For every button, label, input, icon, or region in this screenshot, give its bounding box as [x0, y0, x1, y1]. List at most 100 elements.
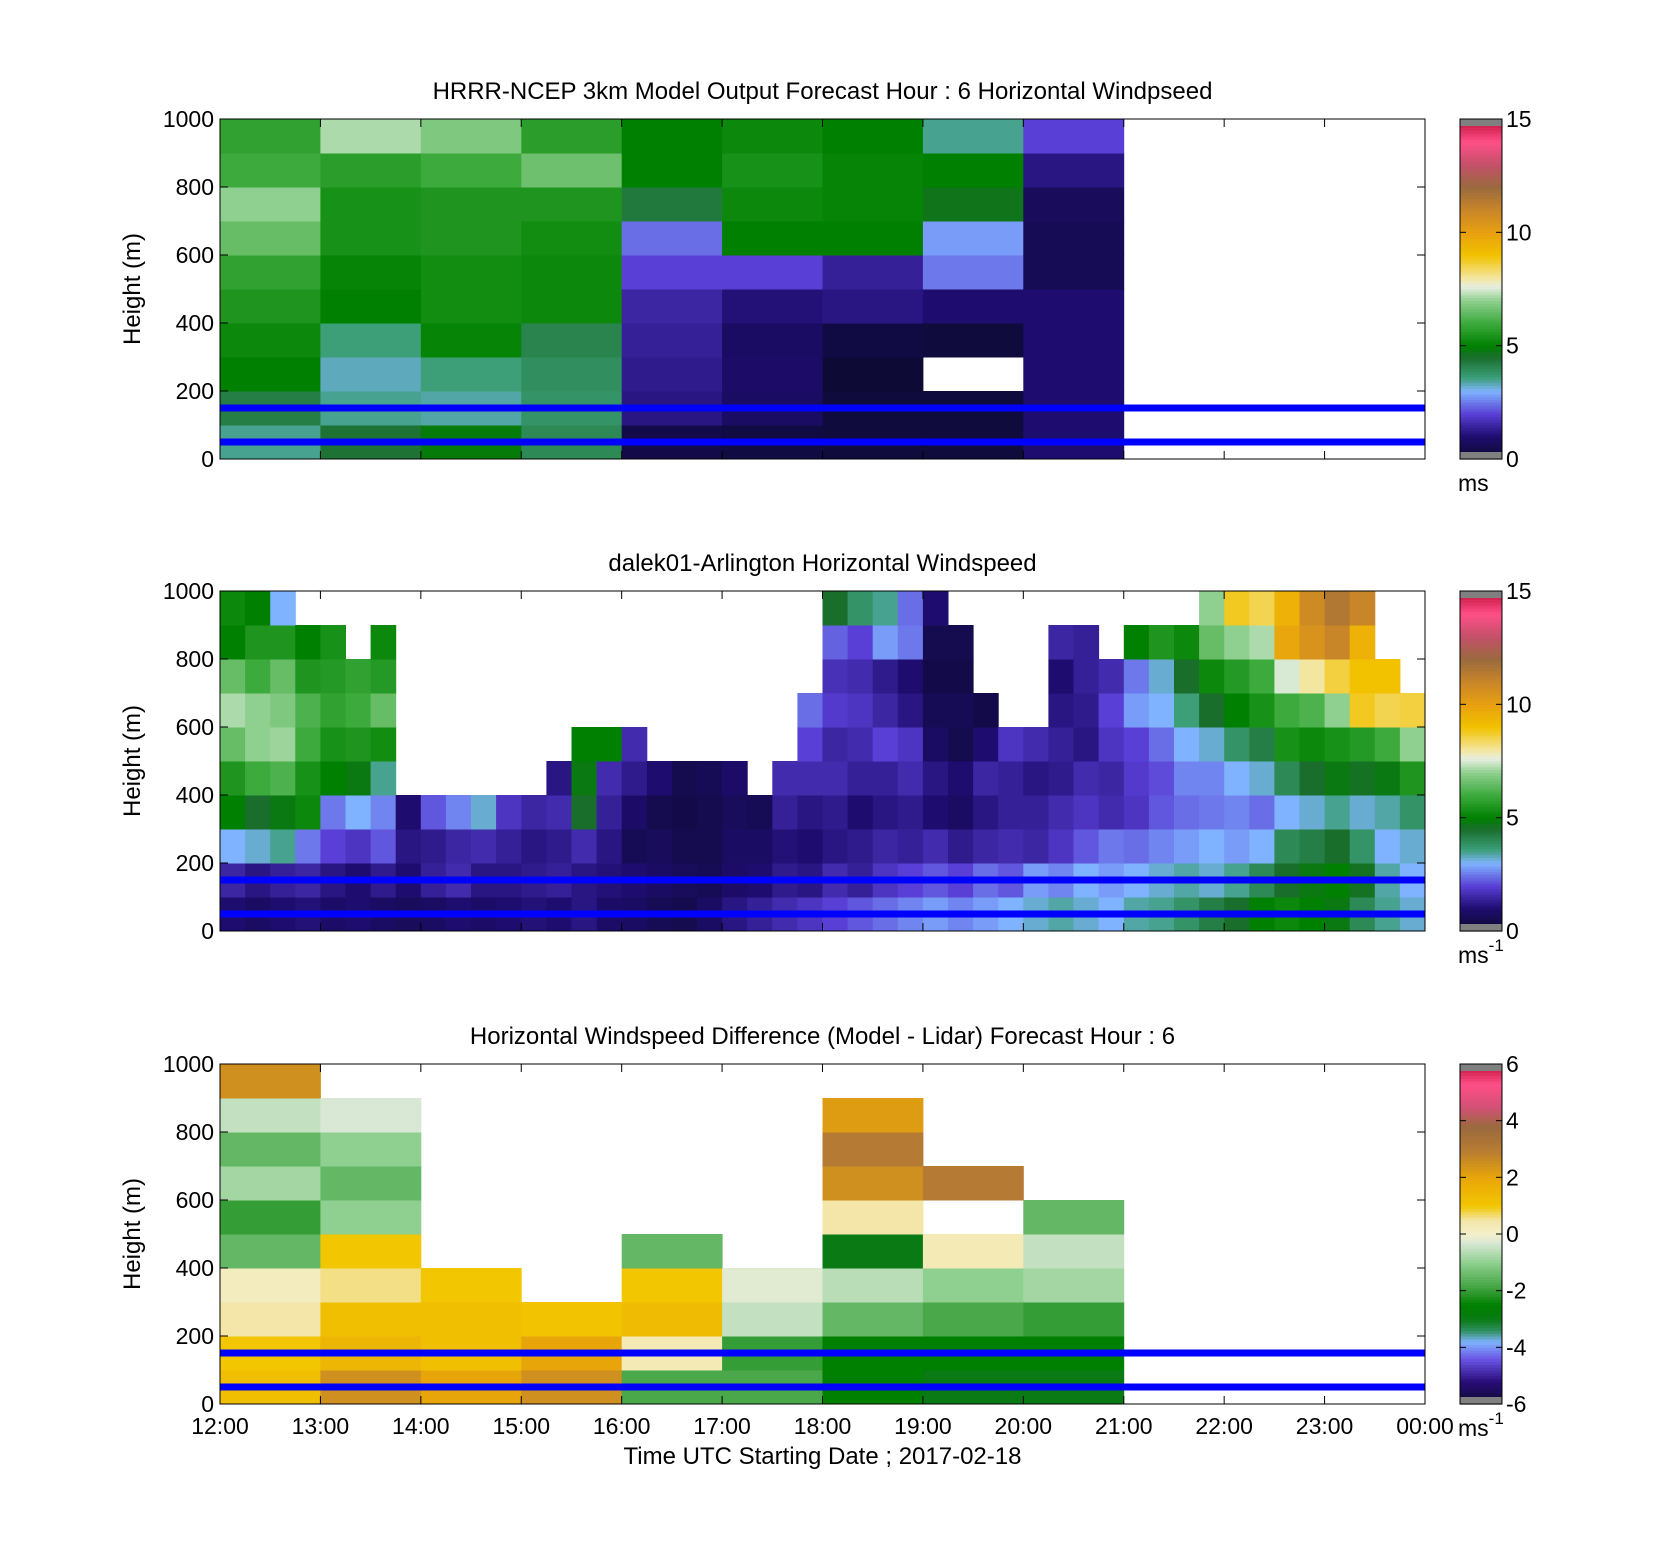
colorbar-segment: [1460, 1270, 1502, 1275]
colorbar-segment: [1460, 172, 1502, 177]
colorbar-segment: [1460, 303, 1502, 307]
x-tick-label: 23:00: [1296, 1413, 1354, 1439]
heatmap-cell: [922, 693, 949, 728]
colorbar-segment: [1460, 334, 1502, 338]
colorbar-segment: [1460, 297, 1502, 301]
colorbar-tick-label: 0: [1506, 446, 1519, 472]
y-tick-label: 1000: [163, 106, 214, 132]
heatmap-cell: [1023, 1200, 1125, 1235]
colorbar-segment: [1460, 1160, 1502, 1164]
colorbar-segment: [1460, 854, 1502, 858]
heatmap-cell: [345, 659, 372, 694]
colorbar-segment: [1460, 735, 1502, 739]
heatmap-cell: [1374, 727, 1401, 762]
heatmap-cell: [621, 829, 648, 864]
colorbar-segment: [1460, 732, 1502, 737]
heatmap-cell: [220, 1234, 321, 1269]
colorbar-segment: [1460, 840, 1502, 844]
heatmap-cell: [1249, 591, 1275, 626]
colorbar-segment: [1460, 1188, 1502, 1193]
colorbar-segment: [1460, 1265, 1502, 1269]
heatmap-cell: [521, 153, 623, 188]
heatmap-cell: [1349, 591, 1376, 626]
colorbar-segment: [1460, 1214, 1502, 1218]
heatmap-cell: [1274, 591, 1300, 626]
heatmap-cell: [621, 1234, 723, 1269]
colorbar-unit: ms-1: [1458, 936, 1504, 968]
x-tick-label: 17:00: [693, 1413, 751, 1439]
colorbar-segment: [1460, 1370, 1502, 1374]
heatmap-cell: [822, 289, 924, 324]
heatmap-cell: [320, 119, 422, 154]
colorbar-segment: [1460, 238, 1502, 242]
heatmap-cell: [1249, 625, 1275, 660]
heatmap-cell: [1048, 659, 1074, 694]
heatmap-cell: [1023, 357, 1125, 392]
colorbar-segment: [1460, 1185, 1502, 1190]
colorbar-segment: [1460, 871, 1502, 875]
colorbar-segment: [1460, 812, 1502, 816]
heatmap-cell: [220, 1098, 321, 1133]
heatmap-cell: [1399, 727, 1426, 762]
heatmap-cell: [948, 761, 974, 796]
heatmap-cell: [1123, 727, 1150, 762]
y-axis-label: Height (m): [119, 1178, 146, 1290]
colorbar-segment: [1460, 215, 1502, 219]
heatmap-cell: [220, 625, 246, 660]
heatmap-cell: [872, 693, 899, 728]
heatmap-cell: [295, 625, 321, 660]
heatmap-cell: [1098, 693, 1125, 728]
colorbar-segment: [1460, 1296, 1502, 1300]
colorbar-segment: [1460, 1251, 1502, 1255]
colorbar-segment: [1460, 622, 1502, 626]
heatmap-cell: [822, 1200, 924, 1235]
x-tick-label: 22:00: [1195, 1413, 1253, 1439]
colorbar-segment: [1460, 1358, 1502, 1363]
heatmap-cell: [847, 761, 874, 796]
colorbar-segment: [1460, 212, 1502, 216]
heatmap-cell: [847, 625, 874, 660]
heatmap-cell: [370, 659, 397, 694]
heatmap-cell: [1123, 659, 1150, 694]
colorbar-segment: [1460, 272, 1502, 276]
heatmap-cell: [295, 659, 321, 694]
colorbar-segment: [1460, 846, 1502, 850]
y-tick-label: 600: [176, 1187, 214, 1213]
colorbar-segment: [1460, 1123, 1502, 1127]
heatmap-cell: [671, 829, 698, 864]
colorbar-segment: [1460, 1168, 1502, 1173]
colorbar-segment: [1460, 1166, 1502, 1170]
colorbar-segment: [1460, 865, 1502, 870]
heatmap-cell: [521, 187, 623, 222]
colorbar-segment: [1460, 831, 1502, 836]
colorbar-segment: [1460, 755, 1502, 759]
heatmap-cell: [621, 727, 648, 762]
colorbar-segment: [1460, 189, 1502, 194]
colorbar-segment: [1460, 659, 1502, 663]
colorbar-segment: [1460, 642, 1502, 646]
colorbar-segment: [1460, 914, 1502, 918]
heatmap-cell: [1349, 693, 1376, 728]
heatmap-cell: [1123, 693, 1150, 728]
colorbar-segment: [1460, 257, 1502, 262]
colorbar-segment: [1460, 860, 1502, 864]
colorbar-segment: [1460, 425, 1502, 429]
x-tick-label: 12:00: [191, 1413, 249, 1439]
colorbar-segment: [1460, 1197, 1502, 1201]
heatmap-cell: [521, 1302, 623, 1337]
colorbar-frame: [1459, 590, 1503, 932]
heatmap-cell: [1174, 693, 1200, 728]
colorbar-segment: [1460, 399, 1502, 403]
colorbar-segment: [1460, 1154, 1502, 1159]
heatmap-cell: [320, 1234, 422, 1269]
colorbar-segment: [1460, 880, 1502, 884]
x-tick-label: 14:00: [392, 1413, 450, 1439]
heatmap-cell: [270, 829, 296, 864]
colorbar-segment: [1460, 1208, 1502, 1212]
y-tick-label: 800: [176, 174, 214, 200]
heatmap-cell: [1274, 693, 1300, 728]
heatmap-cell: [822, 187, 924, 222]
heatmap-cell: [370, 693, 397, 728]
colorbar-segment: [1460, 800, 1502, 805]
heatmap-cell: [1349, 829, 1376, 864]
